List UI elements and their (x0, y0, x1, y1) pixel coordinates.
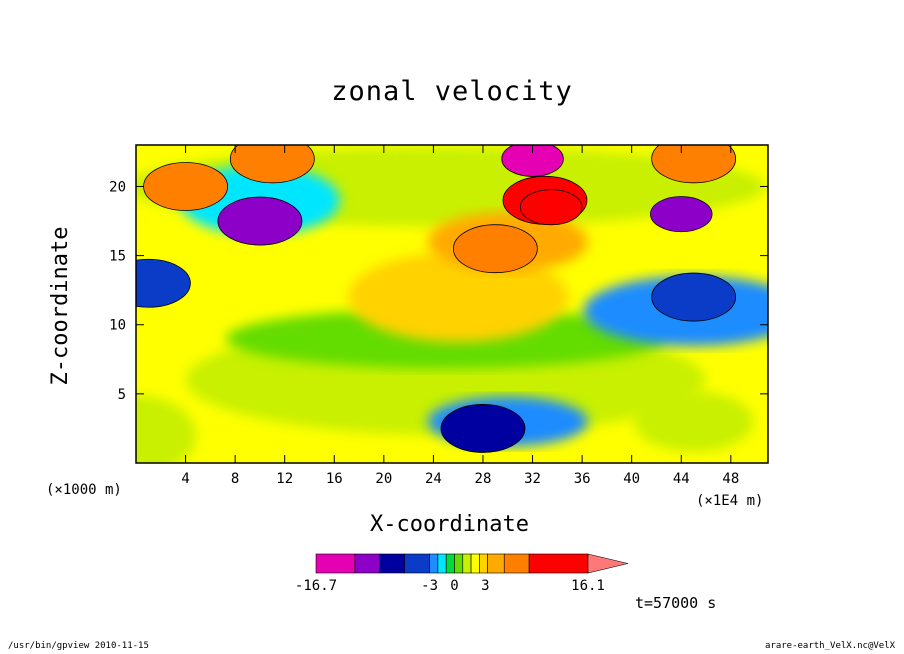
colorbar-segment (445, 553, 455, 574)
colorbar-segment (379, 553, 406, 574)
colorbar-segment (315, 553, 356, 574)
time-label: t=57000 s (635, 594, 717, 612)
x-tick-label: 20 (375, 471, 392, 487)
colorbar-mid-label: 0 (450, 578, 458, 594)
y-tick-label: 10 (109, 318, 126, 334)
contour-feature-negative-3 (501, 145, 564, 177)
contour-region (348, 252, 569, 343)
contour-feature-mid-jet (452, 224, 538, 274)
y-tick-label: 5 (118, 387, 126, 403)
y-axis-ticks: 5 10 15 20 (109, 179, 768, 403)
y-axis-label: Z-coordinate (48, 226, 73, 386)
y-tick-label: 15 (109, 249, 126, 265)
colorbar-segment (404, 553, 430, 574)
contour-feature-negative-left (136, 258, 191, 308)
contour-feature-right-positive (651, 145, 737, 184)
contour-region (633, 391, 754, 452)
colorbar-min-label: -16.7 (295, 578, 337, 594)
colorbar-segment (462, 553, 472, 574)
x-tick-label: 48 (722, 471, 739, 487)
colorbar-segment (354, 553, 381, 574)
chart-title: zonal velocity (331, 76, 573, 107)
x-tick-label: 28 (475, 471, 492, 487)
contour-feature-left-positive (143, 162, 228, 211)
contour-region (136, 395, 196, 463)
colorbar-segment (454, 553, 464, 574)
x-tick-label: 44 (673, 471, 690, 487)
contour-feature-negative-5 (651, 272, 737, 322)
colorbar-max-label: 16.1 (571, 578, 605, 594)
x-tick-label: 4 (181, 471, 189, 487)
colorbar-segment (437, 553, 447, 574)
x-tick-label: 36 (574, 471, 591, 487)
x-unit-right: (×1E4 m) (696, 493, 764, 509)
x-tick-label: 24 (425, 471, 442, 487)
colorbar-segment (429, 553, 439, 574)
contour-feature-top-positive (229, 145, 315, 184)
footer-left: /usr/bin/gpview 2010-11-15 (8, 641, 149, 651)
colorbar-mid-label: -3 (421, 578, 438, 594)
colorbar-segment (528, 553, 589, 574)
colorbar-segment (479, 553, 488, 574)
contour-feature-negative-2 (650, 196, 713, 233)
x-tick-label: 16 (326, 471, 343, 487)
contour-feature-negative-4 (440, 404, 526, 453)
x-axis-label: X-coordinate (370, 512, 529, 537)
x-tick-label: 12 (276, 471, 293, 487)
footer-right: arare-earth_VelX.nc@VelX (765, 641, 896, 651)
x-axis-ticks: 4 8 12 16 20 24 28 32 36 40 44 48 (181, 145, 739, 487)
x-tick-label: 32 (524, 471, 541, 487)
plot-frame (135, 144, 769, 464)
colorbar-segment (487, 553, 505, 574)
contour-feature-upper-jet-core (519, 189, 583, 226)
x-unit-left: (×1000 m) (46, 482, 122, 498)
colorbar-segment (503, 553, 530, 574)
colorbar: -16.7 -3 0 3 16.1 (295, 553, 629, 594)
colorbar-arrow (587, 553, 629, 574)
x-tick-label: 8 (231, 471, 239, 487)
colorbar-mid-label: 3 (481, 578, 489, 594)
x-tick-label: 40 (623, 471, 640, 487)
contour-feature-negative-1 (217, 196, 303, 246)
colorbar-segment (470, 553, 480, 574)
contour-plot-area (136, 145, 768, 463)
y-tick-label: 20 (109, 179, 126, 195)
contour-blobs (136, 145, 768, 463)
